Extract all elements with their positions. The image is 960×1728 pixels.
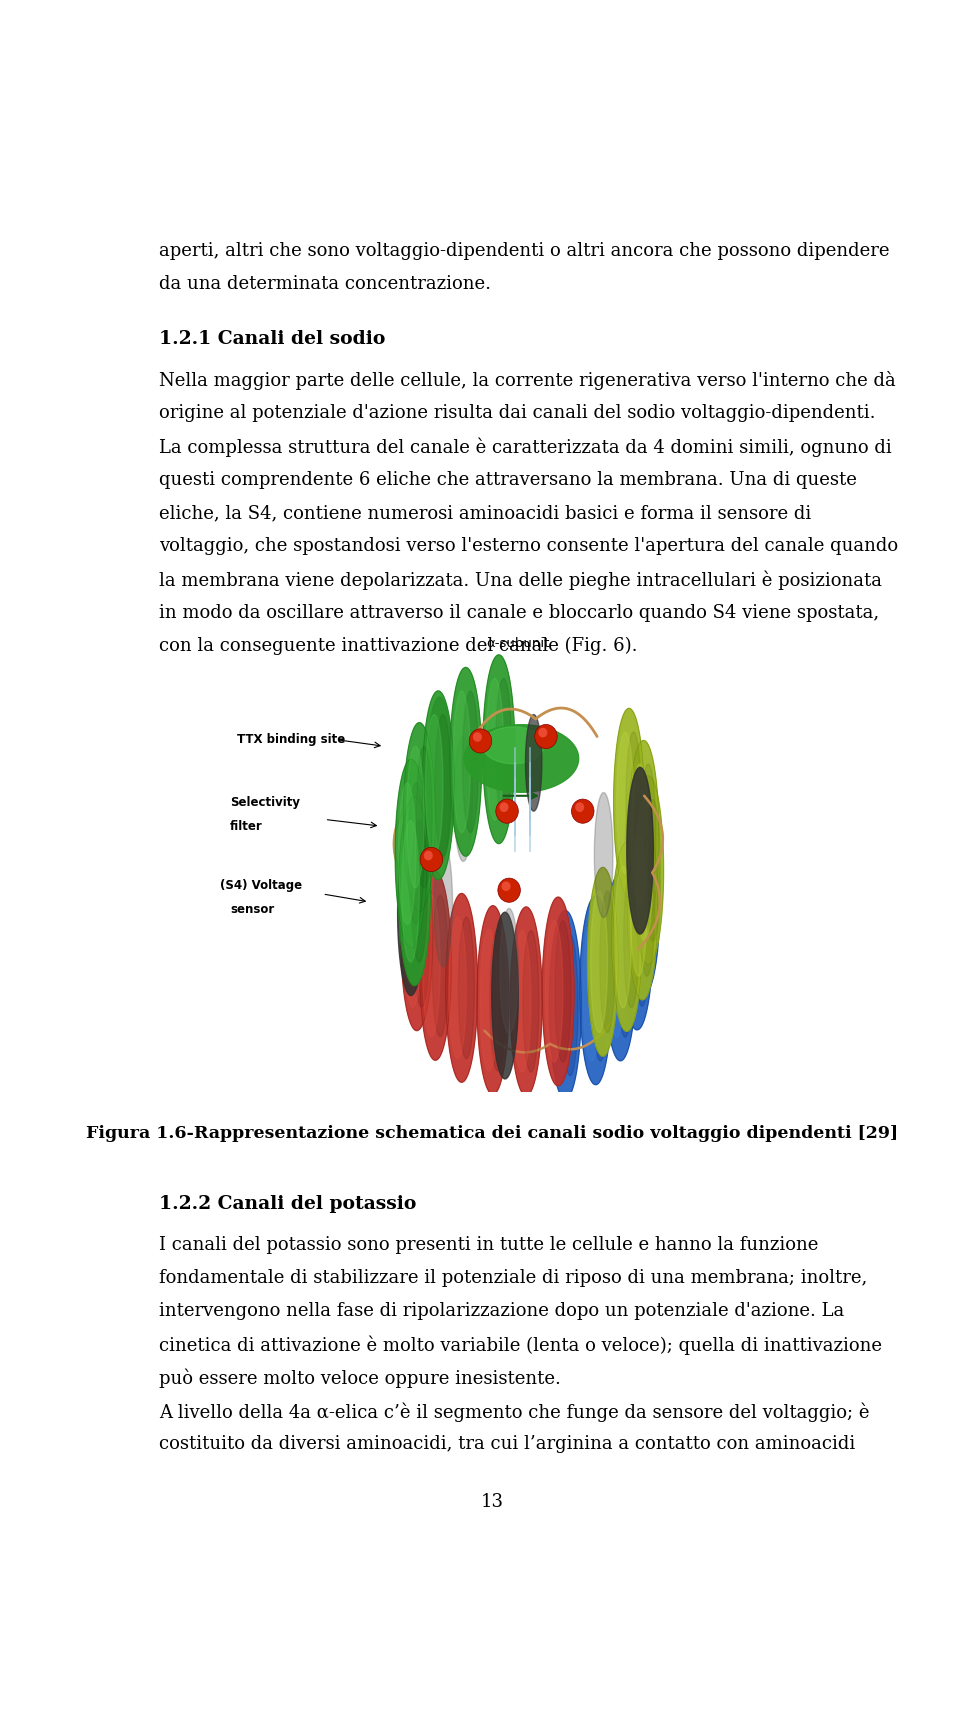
Text: Figura 1.6-Rappresentazione schematica dei canali sodio voltaggio dipendenti [29: Figura 1.6-Rappresentazione schematica d… [86, 1125, 898, 1142]
Text: 13: 13 [481, 1493, 503, 1512]
Text: cinetica di attivazione è molto variabile (lenta o veloce); quella di inattivazi: cinetica di attivazione è molto variabil… [158, 1336, 881, 1355]
Text: Nella maggior parte delle cellule, la corrente rigenerativa verso l'interno che : Nella maggior parte delle cellule, la co… [158, 372, 896, 391]
Text: intervengono nella fase di ripolarizzazione dopo un potenziale d'azione. La: intervengono nella fase di ripolarizzazi… [158, 1303, 844, 1320]
Text: 1.2.2 Canali del potassio: 1.2.2 Canali del potassio [158, 1194, 416, 1213]
Text: 1.2.1 Canali del sodio: 1.2.1 Canali del sodio [158, 330, 385, 347]
Text: origine al potenziale d'azione risulta dai canali del sodio voltaggio-dipendenti: origine al potenziale d'azione risulta d… [158, 404, 876, 422]
Text: in modo da oscillare attraverso il canale e bloccarlo quando S4 viene spostata,: in modo da oscillare attraverso il canal… [158, 603, 878, 622]
Text: con la conseguente inattivazione del canale (Fig. 6).: con la conseguente inattivazione del can… [158, 638, 637, 655]
Text: La complessa struttura del canale è caratterizzata da 4 domini simili, ognuno di: La complessa struttura del canale è cara… [158, 437, 892, 456]
Text: Selectivity: Selectivity [230, 795, 300, 809]
Text: la membrana viene depolarizzata. Una delle pieghe intracellulari è posizionata: la membrana viene depolarizzata. Una del… [158, 570, 881, 589]
Text: I canali del potassio sono presenti in tutte le cellule e hanno la funzione: I canali del potassio sono presenti in t… [158, 1236, 818, 1255]
Text: fondamentale di stabilizzare il potenziale di riposo di una membrana; inoltre,: fondamentale di stabilizzare il potenzia… [158, 1268, 867, 1287]
Text: può essere molto veloce oppure inesistente.: può essere molto veloce oppure inesisten… [158, 1369, 561, 1388]
Text: costituito da diversi aminoacidi, tra cui l’arginina a contatto con aminoacidi: costituito da diversi aminoacidi, tra cu… [158, 1436, 855, 1453]
Text: α-subunit: α-subunit [487, 638, 550, 650]
Text: questi comprendente 6 eliche che attraversano la membrana. Una di queste: questi comprendente 6 eliche che attrave… [158, 470, 856, 489]
Text: eliche, la S4, contiene numerosi aminoacidi basici e forma il sensore di: eliche, la S4, contiene numerosi aminoac… [158, 505, 811, 522]
Text: da una determinata concentrazione.: da una determinata concentrazione. [158, 275, 491, 294]
Text: aperti, altri che sono voltaggio-dipendenti o altri ancora che possono dipendere: aperti, altri che sono voltaggio-dipende… [158, 242, 889, 259]
Text: TTX binding site: TTX binding site [237, 733, 345, 746]
Text: sensor: sensor [230, 904, 275, 916]
Text: filter: filter [230, 819, 263, 833]
Text: (S4) Voltage: (S4) Voltage [221, 880, 302, 892]
Text: voltaggio, che spostandosi verso l'esterno consente l'apertura del canale quando: voltaggio, che spostandosi verso l'ester… [158, 537, 898, 555]
Text: A livello della 4a α-elica c’è il segmento che funge da sensore del voltaggio; è: A livello della 4a α-elica c’è il segmen… [158, 1401, 869, 1422]
